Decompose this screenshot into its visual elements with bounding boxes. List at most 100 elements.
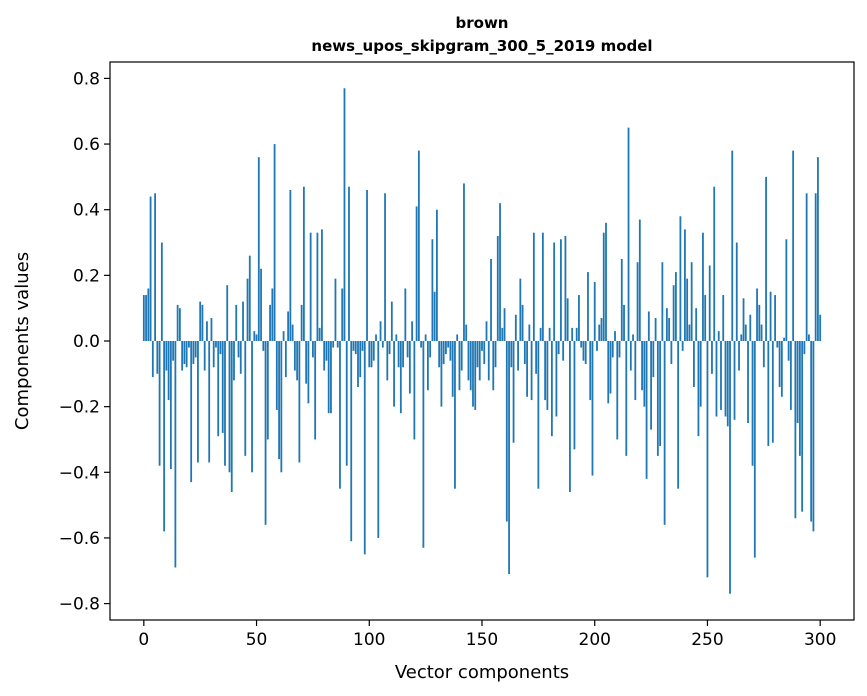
bar-271: [753, 341, 756, 558]
bar-37: [226, 285, 229, 341]
y-tick-label-6: 0.4: [73, 201, 100, 221]
bar-51: [257, 157, 260, 341]
bar-168: [521, 304, 524, 341]
bar-292: [801, 341, 804, 512]
x-tick-label-6: 300: [804, 630, 836, 650]
bar-137: [451, 341, 454, 397]
bar-29: [208, 341, 211, 463]
bar-106: [381, 341, 384, 348]
bar-157: [496, 235, 499, 341]
bar-80: [323, 341, 326, 371]
bar-24: [197, 341, 199, 463]
bar-266: [742, 298, 745, 341]
bar-290: [796, 341, 799, 424]
bar-89: [343, 88, 346, 341]
bar-165: [514, 314, 517, 341]
bar-224: [647, 311, 650, 341]
bar-206: [607, 341, 610, 404]
bar-135: [447, 341, 450, 348]
bar-153: [487, 341, 490, 381]
bar-163: [510, 341, 513, 368]
x-tick-label-2: 100: [353, 630, 385, 650]
bar-85: [334, 278, 337, 341]
bar-181: [550, 341, 553, 437]
bar-158: [499, 203, 501, 341]
bar-64: [287, 311, 290, 341]
bar-267: [744, 324, 747, 341]
bar-117: [406, 341, 409, 358]
bar-139: [456, 334, 459, 341]
bar-269: [749, 314, 752, 341]
bar-253: [713, 186, 716, 341]
bar-227: [654, 318, 657, 341]
bar-155: [492, 341, 495, 391]
bar-298: [814, 193, 817, 341]
bar-249: [704, 295, 707, 341]
bar-32: [215, 341, 217, 348]
bar-211: [618, 341, 621, 358]
bar-264: [738, 341, 740, 371]
bar-78: [318, 327, 321, 341]
bar-294: [805, 193, 808, 341]
bar-228: [656, 341, 659, 456]
bar-56: [269, 304, 271, 341]
bar-55: [266, 341, 269, 440]
bar-285: [785, 239, 788, 341]
bar-297: [812, 341, 815, 532]
bar-111: [393, 341, 395, 407]
bar-96: [359, 341, 362, 378]
bar-61: [280, 341, 283, 473]
bar-182: [553, 242, 556, 341]
bar-141: [460, 341, 463, 371]
bar-2: [147, 288, 150, 341]
bar-75: [312, 341, 314, 358]
bar-277: [767, 341, 770, 447]
bar-143: [465, 324, 468, 341]
bar-8: [160, 242, 163, 341]
bar-42: [237, 341, 240, 358]
bar-265: [740, 334, 743, 341]
bar-108: [386, 341, 389, 381]
bar-164: [512, 341, 515, 443]
bar-126: [426, 341, 429, 391]
y-tick-label-1: −0.6: [59, 529, 100, 549]
bar-93: [352, 341, 355, 351]
y-axis-label: Components values: [12, 252, 33, 430]
bar-233: [668, 318, 671, 341]
bar-18: [183, 341, 186, 364]
bar-185: [560, 239, 562, 341]
bar-170: [526, 341, 528, 397]
bar-110: [390, 301, 393, 341]
bar-200: [593, 281, 596, 341]
bar-204: [602, 232, 605, 341]
bar-142: [463, 183, 465, 341]
bar-218: [634, 341, 637, 401]
bar-148: [476, 341, 479, 368]
bar-92: [350, 341, 353, 542]
bar-226: [652, 341, 655, 378]
bar-30: [210, 318, 213, 341]
bar-146: [472, 341, 474, 407]
bar-113: [397, 341, 400, 368]
bar-98: [363, 341, 366, 555]
bar-231: [663, 341, 666, 525]
bar-213: [623, 304, 625, 341]
bar-49: [253, 331, 256, 341]
bar-169: [523, 341, 526, 364]
bar-176: [539, 327, 542, 341]
bar-131: [438, 341, 441, 368]
bar-201: [596, 341, 598, 351]
bar-97: [361, 341, 364, 351]
bar-215: [627, 127, 630, 342]
bar-197: [587, 272, 589, 341]
bar-81: [325, 341, 328, 361]
bar-236: [674, 272, 677, 341]
bar-216: [629, 341, 632, 371]
bar-99: [366, 190, 368, 341]
bar-255: [717, 331, 720, 341]
bar-145: [469, 341, 472, 391]
bar-125: [424, 334, 427, 341]
bar-127: [429, 341, 432, 358]
bar-52: [260, 268, 262, 341]
bar-208: [611, 341, 614, 358]
